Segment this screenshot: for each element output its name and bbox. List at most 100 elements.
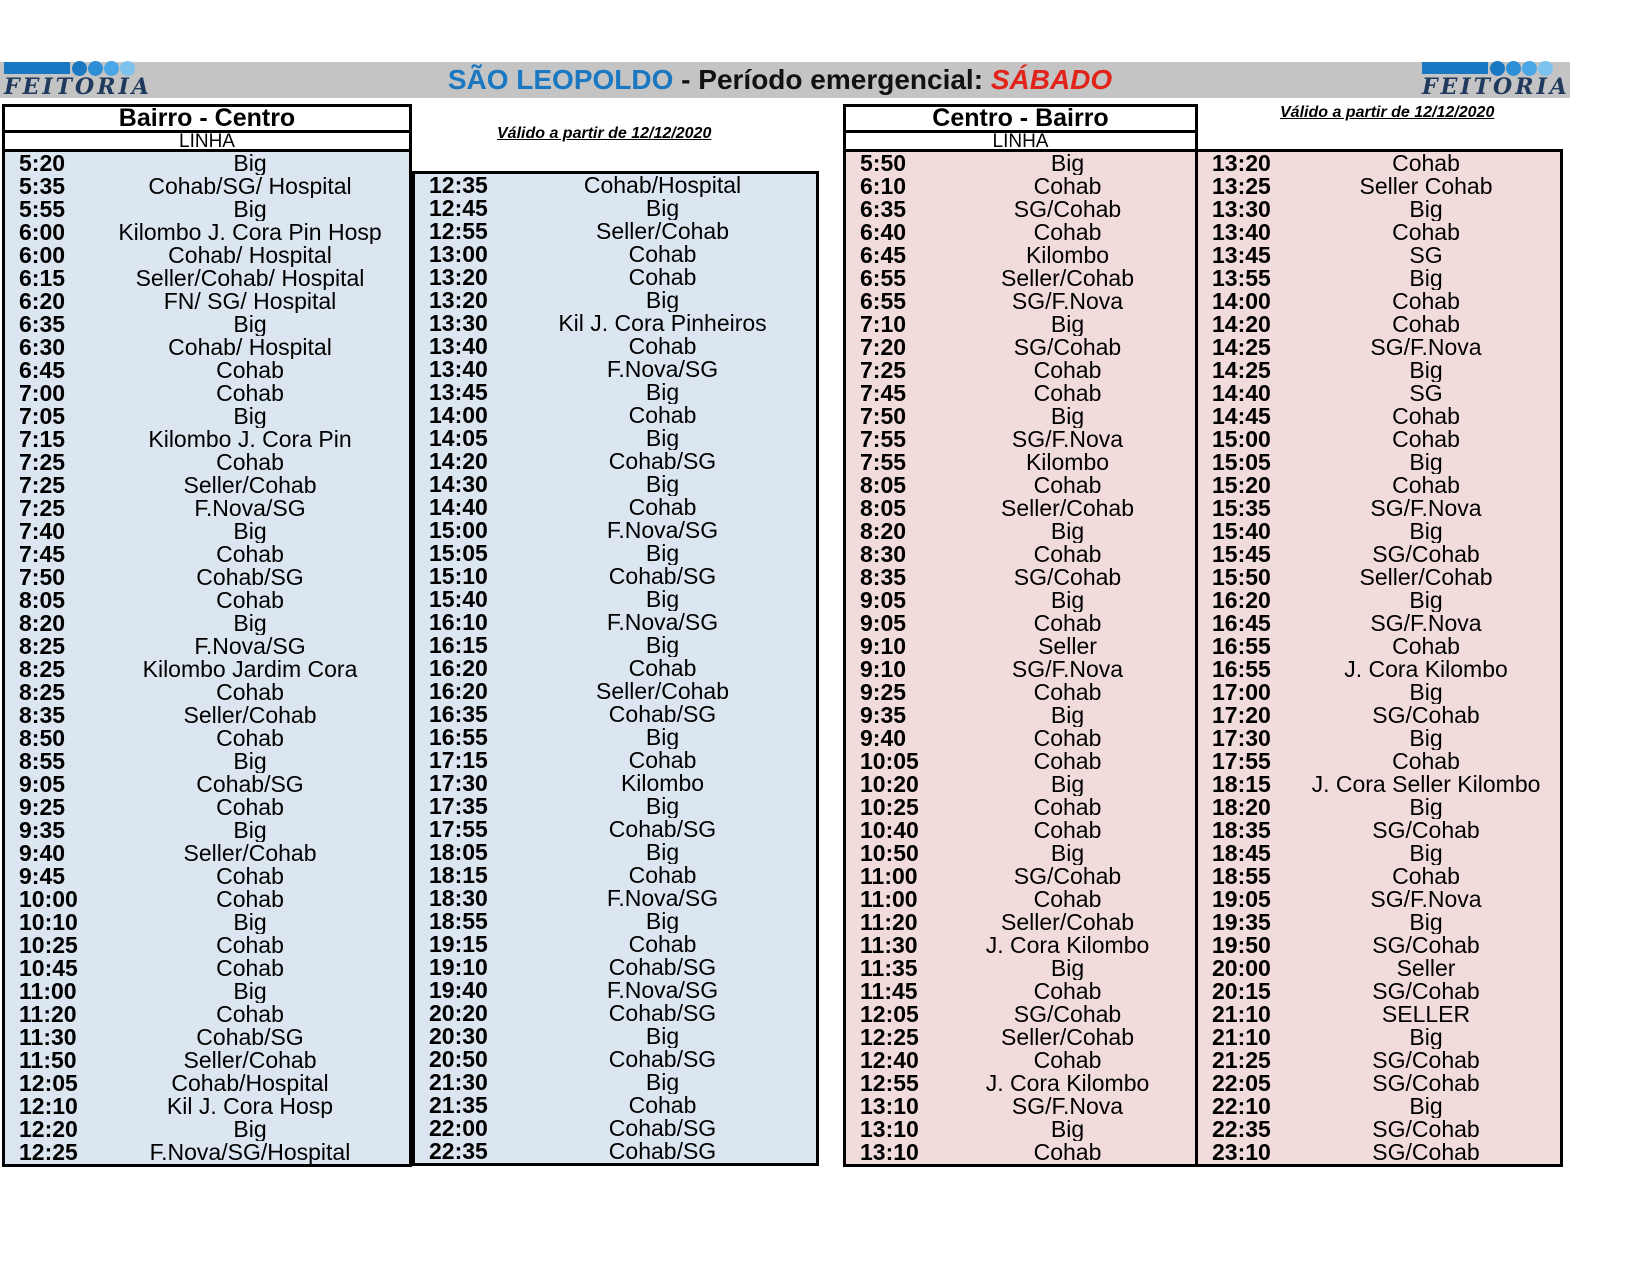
route-name: Cohab: [1392, 290, 1460, 313]
route-name: Cohab: [216, 1003, 284, 1026]
schedule-row: 9:40 Cohab: [845, 727, 1197, 750]
departure-time: 13:40: [1212, 221, 1271, 244]
route-name: Seller/Cohab: [1359, 566, 1493, 589]
route-name: Big: [233, 750, 267, 773]
route-name: Cohab: [1392, 150, 1460, 175]
route-name: Cohab/SG: [608, 956, 717, 979]
schedule-row: 6:40 Cohab: [845, 221, 1197, 244]
schedule-row: 14:40 SG: [1197, 382, 1562, 405]
route-name: Big: [1409, 1026, 1443, 1049]
route-name: Big: [1050, 842, 1085, 865]
departure-time: 20:50: [429, 1048, 488, 1071]
schedule-row: 8:05 Seller/Cohab: [845, 497, 1197, 520]
departure-time: 6:55: [860, 290, 907, 313]
departure-time: 14:20: [429, 450, 488, 473]
schedule-row: 22:35 SG/Cohab: [1197, 1118, 1562, 1141]
departure-time: 16:20: [1212, 589, 1271, 612]
departure-time: 12:35: [429, 172, 488, 197]
departure-time: 20:30: [429, 1025, 488, 1048]
departure-time: 17:00: [1212, 681, 1271, 704]
route-name: Cohab: [1033, 980, 1102, 1003]
schedule-row: 7:15 Kilombo J. Cora Pin: [4, 428, 411, 451]
departure-time: 18:45: [1212, 842, 1271, 865]
schedule-row: 12:05 Cohab/Hospital: [4, 1072, 411, 1095]
schedule-row: 13:30 Big: [1197, 198, 1562, 221]
departure-time: 16:10: [429, 611, 488, 634]
route-name: Big: [645, 1071, 680, 1094]
schedule-row: 9:05 Big: [845, 589, 1197, 612]
schedule-row: 11:00 Big: [4, 980, 411, 1003]
schedule-row: 15:35 SG/F.Nova: [1197, 497, 1562, 520]
route-name: Cohab: [628, 243, 697, 266]
schedule-row: 21:35 Cohab: [414, 1094, 818, 1117]
departure-time: 16:35: [429, 703, 488, 726]
departure-time: 12:25: [19, 1141, 78, 1165]
departure-time: 16:45: [1212, 612, 1271, 635]
departure-time: 19:15: [429, 933, 488, 956]
departure-time: 6:00: [19, 244, 66, 267]
route-name: Seller/Cohab: [596, 680, 729, 703]
route-name: Cohab: [1392, 865, 1460, 888]
route-name: Cohab/SG: [608, 565, 717, 588]
departure-time: 20:20: [429, 1002, 488, 1025]
departure-time: 11:45: [860, 980, 918, 1003]
feitoria-logo-right: FEITORIA: [1420, 58, 1567, 100]
departure-time: 12:40: [860, 1049, 919, 1072]
route-name: Cohab: [628, 864, 697, 887]
route-name: Cohab: [1033, 543, 1102, 566]
route-name: Cohab: [1392, 313, 1460, 336]
schedule-row: 17:35 Big: [414, 795, 818, 818]
schedule-row: 8:35 Seller/Cohab: [4, 704, 411, 727]
schedule-row: 10:05 Cohab: [845, 750, 1197, 773]
route-name: Big: [233, 1118, 267, 1141]
route-name: SG/Cohab: [1372, 1049, 1480, 1072]
schedule-row: 15:40 Big: [1197, 520, 1562, 543]
departure-time: 8:55: [19, 750, 66, 773]
route-name: Cohab/SG: [608, 1002, 717, 1025]
departure-time: 18:30: [429, 887, 488, 910]
departure-time: 14:45: [1212, 405, 1271, 428]
departure-time: 7:05: [19, 405, 66, 428]
departure-time: 6:10: [860, 175, 907, 198]
route-name: Big: [645, 841, 680, 864]
route-name: Seller/Cohab: [1001, 1026, 1134, 1049]
route-name: Big: [645, 588, 680, 611]
route-name: F.Nova/SG: [194, 635, 306, 658]
route-name: J. Cora Kilombo: [985, 1072, 1150, 1095]
schedule-row: 22:10 Big: [1197, 1095, 1562, 1118]
schedule-row: 7:20 SG/Cohab: [845, 336, 1197, 359]
route-name: Big: [1409, 727, 1443, 750]
departure-time: 15:05: [429, 542, 488, 565]
departure-time: 15:10: [429, 565, 488, 588]
route-name: SG/Cohab: [1372, 934, 1480, 957]
route-name: Big: [1050, 150, 1085, 175]
route-name: Cohab: [216, 681, 284, 704]
route-name: Cohab: [1033, 612, 1102, 635]
departure-time: 20:15: [1212, 980, 1271, 1003]
departure-time: 5:50: [860, 150, 907, 175]
schedule-row: 11:45 Cohab: [845, 980, 1197, 1003]
route-name: Big: [1409, 911, 1443, 934]
schedule-row: 5:55 Big: [4, 198, 411, 221]
route-name: Cohab/SG: [196, 1026, 304, 1049]
departure-time: 11:30: [19, 1026, 77, 1049]
schedule-row: 10:25 Cohab: [4, 934, 411, 957]
schedule-row: 8:20 Big: [845, 520, 1197, 543]
departure-time: 17:55: [1212, 750, 1271, 773]
departure-time: 18:15: [1212, 773, 1271, 796]
departure-time: 16:55: [1212, 635, 1271, 658]
departure-time: 7:55: [860, 428, 907, 451]
departure-time: 15:05: [1212, 451, 1271, 474]
departure-time: 13:00: [429, 243, 488, 266]
departure-time: 11:30: [860, 934, 918, 957]
departure-time: 9:25: [19, 796, 66, 819]
route-name: F.Nova/SG/Hospital: [149, 1141, 351, 1165]
schedule-row: 7:25 Cohab: [4, 451, 411, 474]
route-name: Big: [1409, 589, 1443, 612]
departure-time: 8:05: [860, 497, 907, 520]
route-name: Cohab: [1033, 175, 1102, 198]
departure-time: 19:40: [429, 979, 488, 1002]
bairro-centro-schedule-table-1: 5:20 Big 5:35 Cohab/SG/ Hospital 5:55 Big 6:00…: [2, 149, 412, 1167]
schedule-row: 7:05 Big: [4, 405, 411, 428]
schedule-row: 9:25 Cohab: [4, 796, 411, 819]
